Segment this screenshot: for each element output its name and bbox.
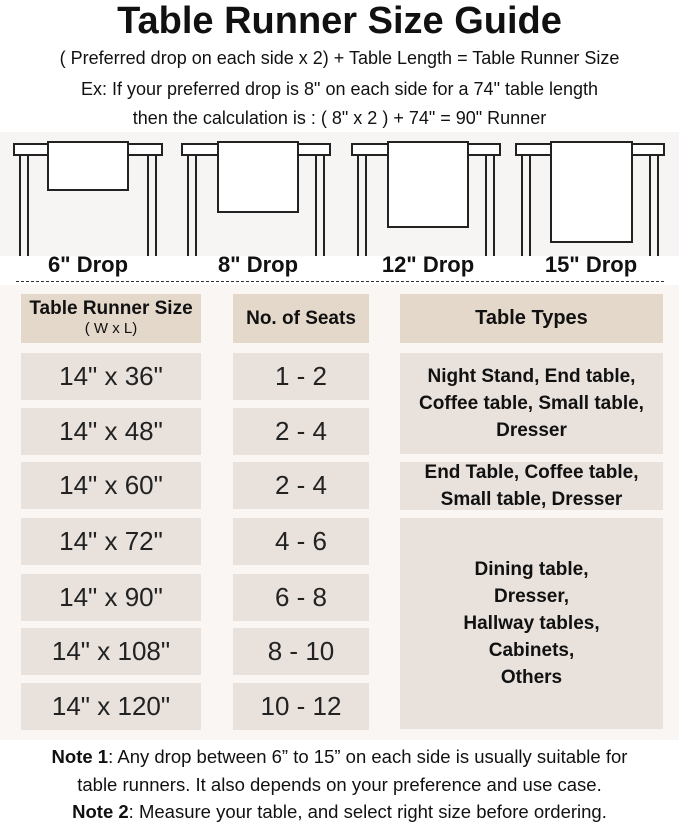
row-seats: 1 - 2 [233,353,369,400]
example-text: Ex: If your preferred drop is 8" on each… [80,79,599,99]
note-1-text-cont: table runners. It also depends on your p… [77,774,602,795]
table-types-medium: End Table, Coffee table, Small table, Dr… [400,462,663,510]
row-size: 14" x 120" [21,683,201,730]
note-1: Note 1: Any drop between 6” to 15” on ea… [0,746,679,768]
row-seats: 10 - 12 [233,683,369,730]
table-drawing [351,141,501,256]
calculation-text: then the calculation is : ( 8" x 2 ) + 7… [132,108,547,128]
row-size: 14" x 108" [21,628,201,675]
table-types-large: Dining table, Dresser, Hallway tables, C… [400,518,663,729]
row-seats: 4 - 6 [233,518,369,565]
drop-label-12: 12" Drop [381,252,475,277]
drop-label-15: 15" Drop [544,252,638,277]
table-drawing [515,141,665,256]
row-seats: 2 - 4 [233,462,369,509]
row-seats: 6 - 8 [233,574,369,621]
header-size-label: Table Runner Size [29,297,193,319]
row-size: 14" x 90" [21,574,201,621]
table-drawing [181,141,331,256]
header-size-sub: ( W x L) [84,319,138,337]
note-1-label: Note 1 [51,746,109,767]
note-2-label: Note 2 [72,801,129,822]
header-table-types: Table Types [400,294,663,343]
table-types-small: Night Stand, End table, Coffee table, Sm… [400,353,663,454]
row-size: 14" x 48" [21,408,201,455]
row-seats: 2 - 4 [233,408,369,455]
note-1-text: : Any drop between 6” to 15” on each sid… [108,746,628,767]
row-seats: 8 - 10 [233,628,369,675]
header-runner-size: Table Runner Size ( W x L) [21,294,201,343]
formula-text: ( Preferred drop on each side x 2) + Tab… [59,48,620,68]
note-2: Note 2: Measure your table, and select r… [0,801,679,823]
drop-illustrations [0,132,679,256]
runner-drop [47,141,129,191]
dashed-divider [16,281,664,282]
runner-drop [387,141,469,228]
runner-drop [217,141,299,213]
table-drawing [13,141,163,256]
row-size: 14" x 72" [21,518,201,565]
drop-label-6: 6" Drop [47,252,129,277]
note-1-cont: table runners. It also depends on your p… [0,774,679,796]
drop-label-8: 8" Drop [217,252,299,277]
drop-diagram [13,141,665,256]
header-seats: No. of Seats [233,294,369,343]
row-size: 14" x 36" [21,353,201,400]
note-2-text: : Measure your table, and select right s… [128,801,607,822]
runner-drop [550,141,633,243]
row-size: 14" x 60" [21,462,201,509]
page-title: Table Runner Size Guide [117,0,562,42]
